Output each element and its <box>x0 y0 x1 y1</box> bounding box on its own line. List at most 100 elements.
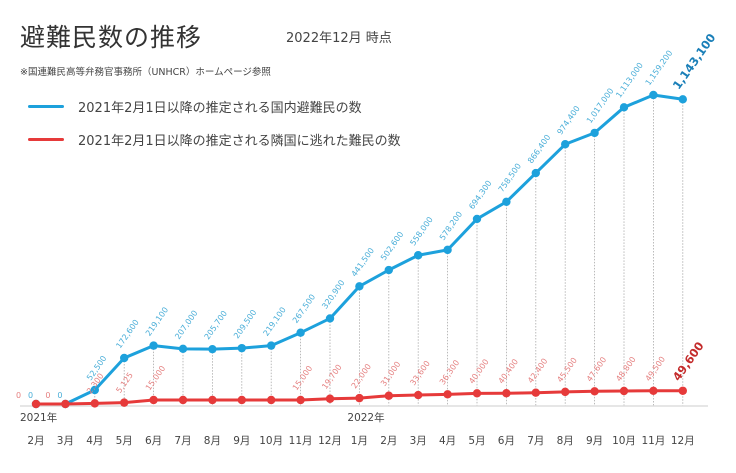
data-label: 209,500 <box>232 308 258 340</box>
chart-subtitle: 2022年12月 時点 <box>286 31 392 46</box>
data-label: 558,000 <box>408 215 434 247</box>
data-label: 42,400 <box>526 357 549 385</box>
x-tick-label: 7月 <box>527 435 544 447</box>
data-point <box>325 394 335 403</box>
x-tick-label: 12月 <box>671 435 695 447</box>
data-label: 219,100 <box>261 305 287 337</box>
data-point <box>443 390 452 399</box>
data-label: 33,600 <box>408 359 431 387</box>
legend-item-idp: 2021年2月1日以降の推定される国内避難民の数 <box>28 97 362 116</box>
data-point <box>502 197 511 207</box>
data-point <box>384 391 393 400</box>
data-label: 19,700 <box>320 363 343 391</box>
data-label: 49,600 <box>670 339 707 383</box>
data-point <box>31 399 41 409</box>
data-label: 48,800 <box>614 355 637 383</box>
series-line-0 <box>36 93 684 406</box>
data-label: 15,000 <box>291 364 314 392</box>
x-tick-label: 8月 <box>557 435 574 447</box>
data-point <box>561 140 570 149</box>
data-label: 31,000 <box>379 360 402 388</box>
data-label: 40,000 <box>467 357 490 385</box>
data-point <box>120 398 129 407</box>
data-label: 0 <box>45 391 50 400</box>
x-tick-label: 3月 <box>57 435 74 447</box>
data-point <box>296 395 305 405</box>
data-label: 0 <box>28 391 33 400</box>
year-label: 2021年 <box>20 411 57 424</box>
data-point <box>267 341 276 350</box>
data-point <box>208 344 217 354</box>
data-point <box>414 251 423 260</box>
data-label: 47,600 <box>585 355 608 383</box>
chart-title: 避難民数の推移 <box>20 23 203 52</box>
data-point <box>208 395 217 405</box>
x-tick-label: 10月 <box>259 435 283 447</box>
data-point <box>649 386 658 396</box>
data-label: 441,500 <box>350 246 376 278</box>
data-point <box>90 399 100 408</box>
x-tick-label: 4月 <box>86 435 103 447</box>
legend-swatch-blue <box>28 105 64 108</box>
data-label: 36,300 <box>438 358 461 386</box>
x-tick-label: 9月 <box>233 435 250 447</box>
data-point <box>178 344 188 354</box>
data-label: 1,143,100 <box>670 31 719 92</box>
data-label: 974,400 <box>555 104 581 136</box>
data-label: 694,300 <box>467 179 493 211</box>
x-tick-label: 8月 <box>204 435 221 447</box>
data-point <box>443 245 452 255</box>
data-point <box>472 214 482 224</box>
x-tick-label: 6月 <box>145 435 162 447</box>
data-point <box>502 389 511 398</box>
data-point <box>619 103 629 112</box>
data-point <box>649 90 658 100</box>
x-tick-label: 6月 <box>498 435 515 447</box>
legend-swatch-red <box>28 138 64 141</box>
data-point <box>678 95 687 104</box>
data-point <box>325 314 335 323</box>
data-point <box>590 387 599 396</box>
data-point <box>472 389 482 398</box>
x-tick-label: 4月 <box>439 435 456 447</box>
legend-label: 2021年2月1日以降の推定される国内避難民の数 <box>78 101 362 116</box>
data-label: 40,400 <box>497 357 520 385</box>
data-point <box>237 395 246 405</box>
data-point <box>355 393 364 403</box>
data-point <box>120 353 129 363</box>
data-point <box>590 128 599 138</box>
legend-item-refugees: 2021年2月1日以降の推定される隣国に逃れた難民の数 <box>28 130 401 149</box>
data-label: 0 <box>16 391 21 400</box>
data-label: 172,600 <box>114 318 140 350</box>
data-label: 502,600 <box>379 230 405 262</box>
data-point <box>61 399 70 409</box>
data-point <box>149 341 158 350</box>
data-label: 1,159,200 <box>644 49 675 88</box>
x-tick-label: 2月 <box>27 435 44 447</box>
data-point <box>531 388 540 397</box>
x-tick-label: 5月 <box>468 435 485 447</box>
data-point <box>678 386 687 395</box>
data-label: 219,100 <box>144 305 170 337</box>
x-tick-label: 5月 <box>116 435 133 447</box>
data-point <box>355 282 364 291</box>
data-point <box>384 265 393 275</box>
x-tick-label: 1月 <box>351 435 368 447</box>
data-label: 267,500 <box>291 293 317 325</box>
data-label: 0 <box>57 391 62 400</box>
data-point <box>296 328 305 337</box>
data-point <box>531 168 540 178</box>
data-label: 49,500 <box>644 355 667 383</box>
x-tick-label: 10月 <box>612 435 636 447</box>
data-label: 15,000 <box>144 364 167 392</box>
x-tick-label: 2月 <box>380 435 397 447</box>
year-label: 2022年 <box>347 411 384 424</box>
data-point <box>149 395 158 405</box>
source-note: ※国連難民高等弁務官事務所（UNHCR）ホームページ参照 <box>20 67 271 78</box>
data-label: 1,113,000 <box>614 61 645 100</box>
x-tick-label: 11月 <box>289 435 313 447</box>
data-point <box>237 343 246 353</box>
x-tick-label: 7月 <box>174 435 191 447</box>
data-point <box>178 395 188 405</box>
